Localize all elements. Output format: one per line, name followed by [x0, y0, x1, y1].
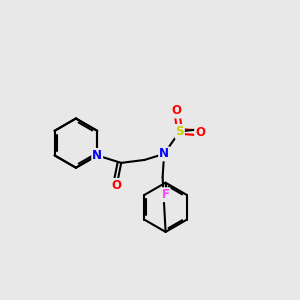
Text: F: F [162, 188, 170, 201]
Text: O: O [112, 179, 122, 192]
Text: O: O [195, 126, 205, 140]
Text: N: N [159, 147, 169, 161]
Text: O: O [172, 104, 182, 118]
Text: S: S [176, 125, 184, 138]
Text: N: N [92, 149, 102, 162]
